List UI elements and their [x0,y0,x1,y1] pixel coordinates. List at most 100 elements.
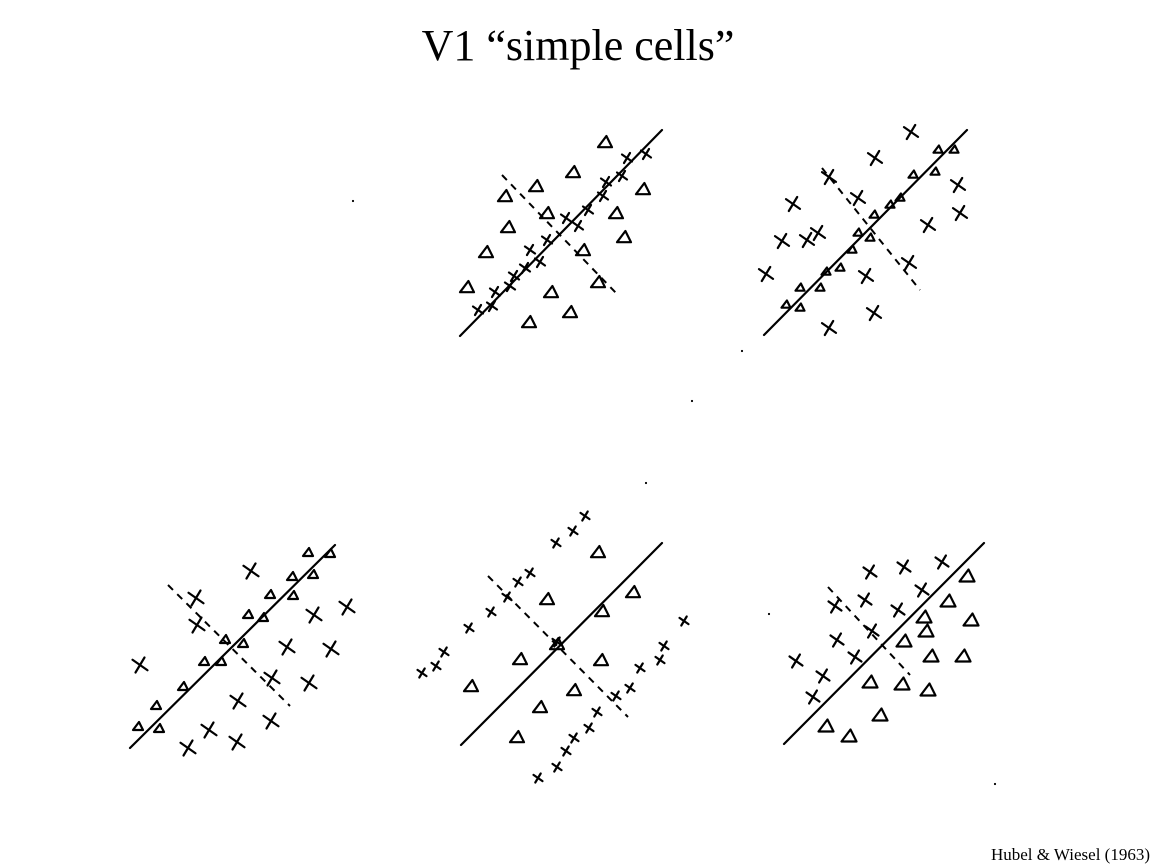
inhibitory-triangle-mark [954,648,972,663]
inhibitory-triangle-mark [820,266,832,276]
inhibitory-triangle-mark [323,547,337,559]
excitatory-x-mark [788,653,804,669]
inhibitory-triangle-mark [596,134,614,149]
excitatory-x-mark [416,667,428,679]
inhibitory-triangle-mark [256,611,270,623]
scan-speck [993,782,997,786]
excitatory-x-mark [865,304,883,322]
inhibitory-triangle-mark [871,707,889,722]
excitatory-x-mark [815,668,831,684]
inhibitory-triangle-mark [499,219,517,234]
excitatory-x-mark [485,606,497,618]
excitatory-x-mark [829,632,845,648]
inhibitory-triangle-mark [285,570,299,582]
inhibitory-triangle-mark [574,242,592,257]
excitatory-x-mark [322,640,340,658]
scan-speck [351,199,355,203]
inhibitory-triangle-mark [780,299,792,309]
excitatory-x-mark [568,732,580,744]
excitatory-x-mark [934,554,950,570]
inhibitory-triangle-mark [520,314,538,329]
excitatory-x-mark [518,261,532,275]
inhibitory-triangle-mark [152,722,166,734]
excitatory-x-mark [463,622,475,634]
excitatory-x-mark [532,772,544,784]
excitatory-x-mark [639,147,653,161]
inhibitory-triangle-mark [932,144,944,154]
inhibitory-triangle-mark [939,593,957,608]
inhibitory-triangle-mark [634,181,652,196]
excitatory-x-mark [914,582,930,598]
inhibitory-triangle-mark [511,651,529,666]
scan-speck [740,349,744,353]
receptive-field-panel-5 [767,541,997,786]
inhibitory-triangle-mark [236,637,250,649]
excitatory-x-mark [485,299,499,313]
inhibitory-triangle-mark [527,178,545,193]
dashed-boundary-line [821,167,921,291]
excitatory-x-mark [131,656,149,674]
inhibitory-triangle-mark [241,608,255,620]
excitatory-x-mark [512,576,524,588]
inhibitory-triangle-mark [131,720,145,732]
inhibitory-triangle-mark [962,612,980,627]
inhibitory-triangle-mark [301,546,315,558]
inhibitory-triangle-mark [919,682,937,697]
excitatory-x-mark [634,662,646,674]
field-axis-line [782,541,986,746]
excitatory-x-mark [615,169,629,183]
inhibitory-triangle-mark [176,680,190,692]
excitatory-x-mark [857,267,875,285]
excitatory-x-mark [567,525,579,537]
inhibitory-triangle-mark [561,304,579,319]
field-axis-line [128,543,337,750]
excitatory-x-mark [533,255,547,269]
excitatory-x-mark [591,706,603,718]
excitatory-x-mark [488,285,502,299]
excitatory-x-mark [179,739,197,757]
inhibitory-triangle-mark [917,623,935,638]
inhibitory-triangle-mark [531,699,549,714]
inhibitory-triangle-mark [893,676,911,691]
inhibitory-triangle-mark [834,262,846,272]
excitatory-x-mark [827,598,843,614]
excitatory-x-mark [820,319,838,337]
excitatory-x-mark [503,279,517,293]
excitatory-x-mark [551,761,563,773]
excitatory-x-mark [581,203,595,217]
inhibitory-triangle-mark [615,229,633,244]
excitatory-x-mark [550,537,562,549]
excitatory-x-mark [866,149,884,167]
excitatory-x-mark [857,592,873,608]
inhibitory-triangle-mark [477,244,495,259]
inhibitory-triangle-mark [592,652,610,667]
excitatory-x-mark [228,733,246,751]
excitatory-x-mark [438,646,450,658]
inhibitory-triangle-mark [458,279,476,294]
excitatory-x-mark [300,674,318,692]
scan-speck [690,399,694,403]
excitatory-x-mark [678,615,690,627]
inhibitory-triangle-mark [907,169,919,179]
excitatory-x-mark [773,232,791,250]
excitatory-x-mark [596,189,610,203]
inhibitory-triangle-mark [915,609,933,624]
excitatory-x-mark [820,168,838,186]
excitatory-x-mark [809,224,827,242]
excitatory-x-mark [805,689,821,705]
excitatory-x-mark [624,682,636,694]
excitatory-x-mark [896,559,912,575]
excitatory-x-mark [949,176,967,194]
excitatory-x-mark [305,606,323,624]
excitatory-x-mark [263,669,281,687]
excitatory-x-mark [890,602,906,618]
excitatory-x-mark [507,269,521,283]
inhibitory-triangle-mark [589,274,607,289]
inhibitory-triangle-mark [496,188,514,203]
excitatory-x-mark [262,712,280,730]
inhibitory-triangle-mark [607,205,625,220]
slide-title: V1 “simple cells” [421,21,735,70]
excitatory-x-mark [849,189,867,207]
inhibitory-triangle-mark [922,648,940,663]
